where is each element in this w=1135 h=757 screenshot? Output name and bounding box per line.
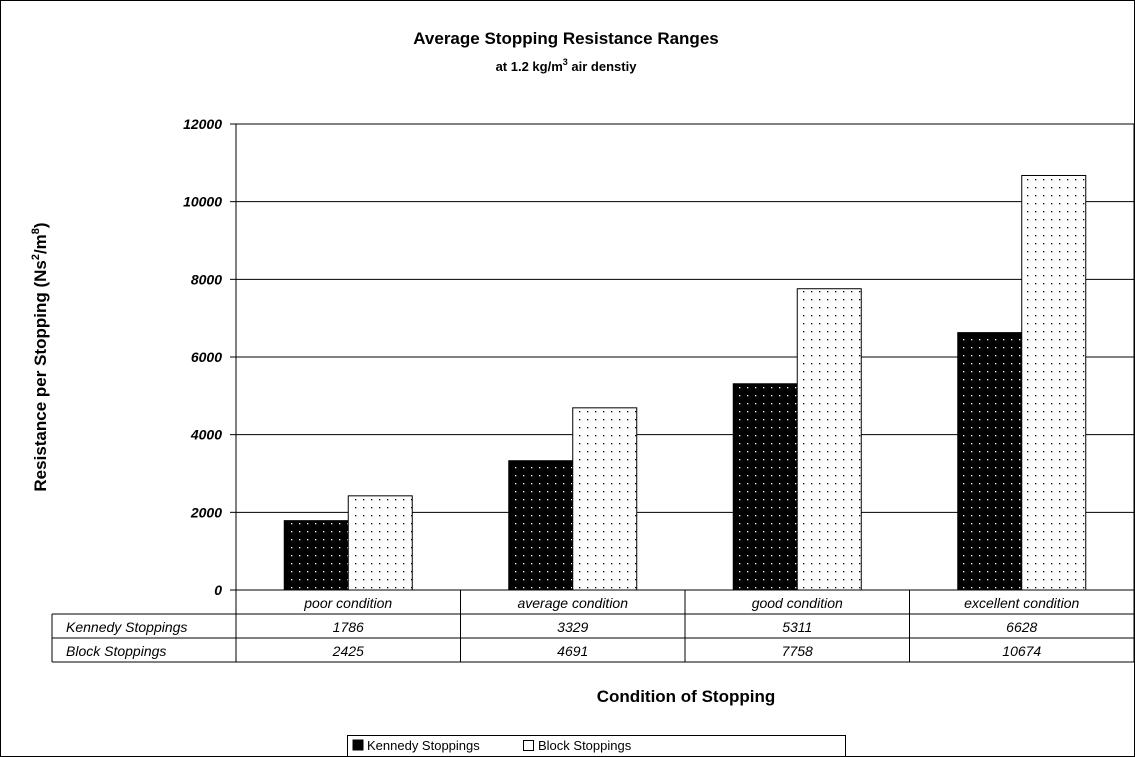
bar-kennedy — [957, 332, 1023, 591]
y-axis-label: Resistance per Stopping (Ns2/m8) — [30, 222, 50, 491]
y-axis-label-group: Resistance per Stopping (Ns2/m8) — [30, 222, 50, 491]
legend-swatch-kennedy — [352, 739, 364, 751]
y-tick-label: 2000 — [190, 504, 222, 520]
table-series-name: Kennedy Stoppings — [66, 619, 187, 635]
legend-label-kennedy: Kennedy Stoppings — [367, 738, 480, 753]
legend-label-block: Block Stoppings — [538, 738, 632, 753]
chart-title: Average Stopping Resistance Ranges — [413, 29, 718, 48]
x-category-label: poor condition — [303, 595, 392, 611]
data-label: 5311 — [782, 619, 812, 635]
y-tick-label: 4000 — [190, 427, 222, 443]
bar-block — [1021, 174, 1087, 591]
legend: Kennedy Stoppings Block Stoppings — [347, 735, 846, 757]
data-label: 2425 — [332, 643, 364, 659]
legend-swatch-block — [523, 740, 534, 751]
bar-block — [572, 407, 638, 591]
data-label: 3329 — [557, 619, 588, 635]
bar-kennedy — [283, 520, 349, 591]
data-label: 7758 — [782, 643, 813, 659]
x-axis-label: Condition of Stopping — [597, 687, 775, 706]
bar-kennedy — [508, 460, 574, 591]
x-category-label: excellent condition — [964, 595, 1079, 611]
data-label: 4691 — [557, 643, 588, 659]
bar-kennedy — [732, 383, 798, 591]
bar-block — [796, 288, 862, 591]
y-tick-label: 8000 — [191, 271, 222, 287]
y-tick-labels: 0 2000 4000 6000 8000 10000 12000 — [183, 116, 222, 598]
data-label: 1786 — [333, 619, 364, 635]
bars — [283, 174, 1087, 596]
data-table: poor condition average condition good cond… — [51, 590, 1135, 663]
x-category-label: average condition — [517, 595, 628, 611]
table-series-name: Block Stoppings — [66, 643, 166, 659]
x-category-label: good condition — [752, 595, 843, 611]
data-label: 6628 — [1006, 619, 1037, 635]
data-label: 10674 — [1002, 643, 1041, 659]
y-tick-label: 0 — [214, 582, 222, 598]
chart-subtitle: at 1.2 kg/m3 air denstiy — [496, 57, 638, 74]
bar-block — [347, 495, 413, 591]
y-tick-label: 6000 — [191, 349, 222, 365]
y-tick-label: 10000 — [183, 194, 222, 210]
y-tick-label: 12000 — [183, 116, 222, 132]
